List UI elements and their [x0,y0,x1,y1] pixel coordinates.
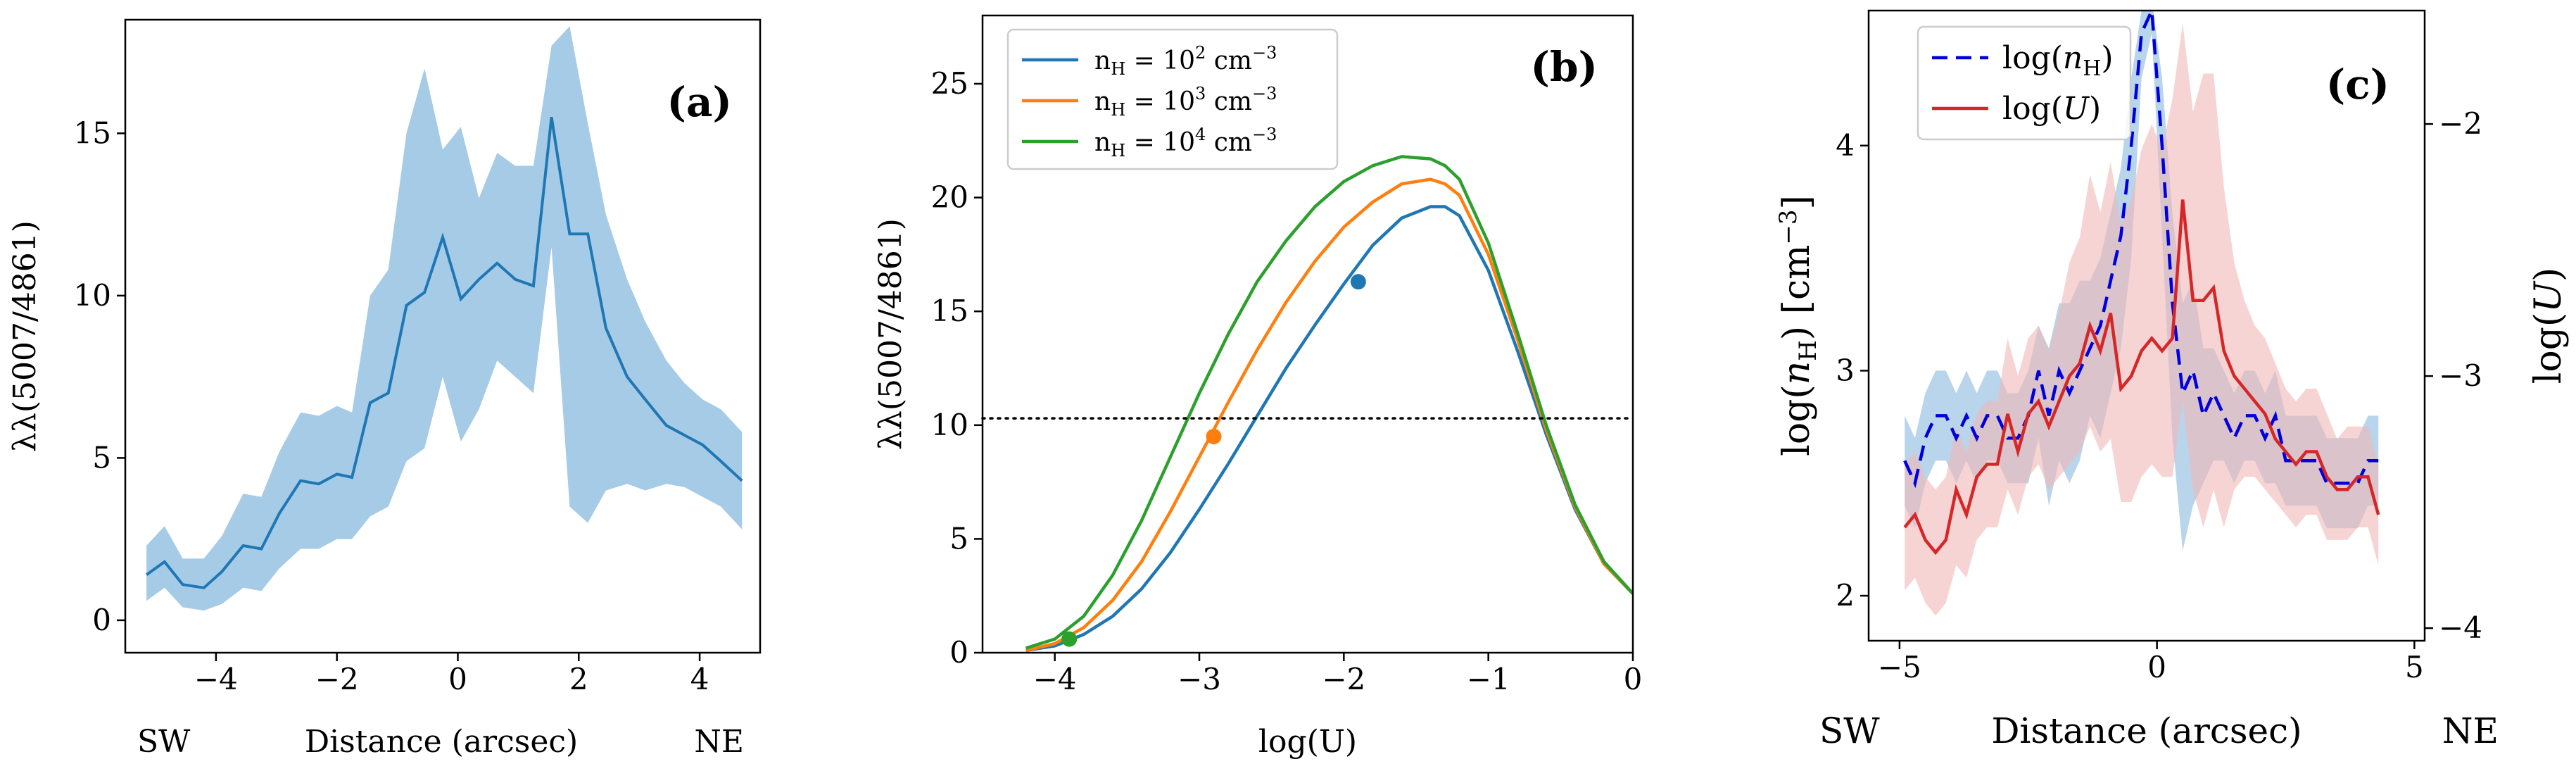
c-U-band [1905,23,2379,616]
a-ytick-label: 15 [74,115,111,150]
a-xlabel: Distance (arcsec) [305,724,578,760]
b-ytick-label: 15 [931,294,968,328]
a-xtick-label: −4 [194,662,238,696]
c-ylabel-right: log(U) [2527,268,2570,384]
c-xlabel-ne: NE [2442,710,2499,751]
c-ylabel-left: log(nH) [cm−3] [1774,195,1822,456]
b-ytick-label: 20 [931,180,968,215]
b-xtick-label: −3 [1177,662,1221,696]
a-panel-label: (a) [667,78,732,126]
b-xtick-label: −4 [1033,662,1077,696]
c-U-line [1903,199,2380,556]
b-xtick-label: 0 [1624,662,1643,696]
c-ytick-right-label: −4 [2439,610,2482,645]
a-ytick-label: 10 [74,278,111,313]
c-nH-line [1903,11,2379,489]
a-xtick-label: 0 [448,662,467,696]
c-xtick-label: 0 [2147,650,2166,684]
c-xtick-label: −5 [1878,650,1921,684]
b-ytick-label: 25 [931,66,968,101]
c-legend-entry: log(U) [2002,91,2101,127]
b-marker-point [1350,274,1366,290]
c-xlabel: Distance (arcsec) [1991,710,2302,751]
c-ytick-right-label: −2 [2439,106,2482,141]
a-ratio-line [145,116,743,589]
b-panel-label: (b) [1531,43,1598,91]
a-xlabel-sw: SW [137,724,191,760]
b-xtick-label: −1 [1467,662,1510,696]
b-legend-entry: nH = 104 cm−3 [1094,125,1277,161]
c-ytick-left-label: 2 [1836,578,1855,613]
b-marker-point [1061,631,1078,647]
b-model-curve [1025,155,1633,650]
a-xlabel-ne: NE [694,724,744,760]
b-model-curve [1025,177,1633,652]
b-legend-box [1006,28,1339,170]
a-ylabel: λλ(5007/4861) [7,220,43,452]
b-axes-frame [981,14,1634,654]
a-xtick-label: 2 [569,662,588,696]
c-xtick-label: 5 [2405,650,2424,684]
a-confidence-band [146,26,743,611]
c-panel-label: (c) [2326,61,2389,108]
c-ytick-left-label: 4 [1836,128,1855,163]
a-xtick-label: −2 [315,662,359,696]
b-model-curve [1025,205,1633,653]
b-legend-entry: nH = 103 cm−3 [1094,84,1277,120]
c-ytick-left-label: 3 [1836,353,1855,387]
b-ytick-label: 10 [931,408,968,442]
b-ytick-label: 5 [949,521,968,556]
c-axes-frame [1867,9,2426,642]
b-legend-entry: nH = 102 cm−3 [1094,43,1277,79]
b-xlabel: log(U) [1258,724,1357,760]
b-marker-point [1206,428,1222,444]
b-ytick-label: 0 [949,635,968,670]
a-ytick-label: 0 [92,603,111,637]
a-xtick-label: 4 [690,662,709,696]
a-ytick-label: 5 [92,440,111,475]
c-ytick-right-label: −3 [2439,358,2482,393]
a-axes-frame [124,18,762,654]
c-legend-box [1917,25,2132,141]
b-ylabel: λλ(5007/4861) [873,218,909,450]
c-legend-entry: log(nH) [2002,40,2114,81]
b-xtick-label: −2 [1322,662,1365,696]
c-xlabel-sw: SW [1819,710,1880,751]
